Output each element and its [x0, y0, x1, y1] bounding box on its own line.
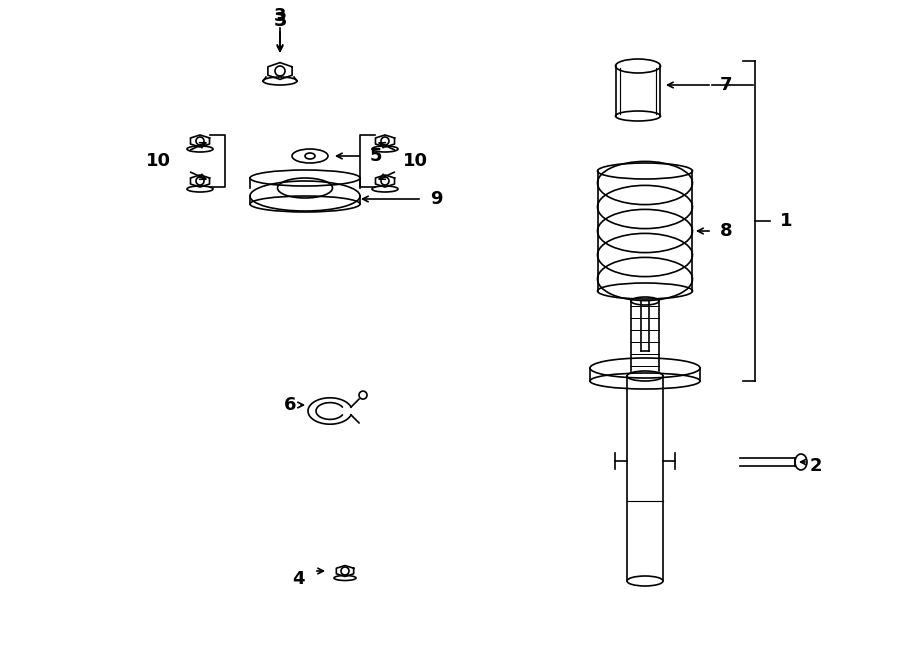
Text: 8: 8 [720, 222, 733, 240]
Text: 2: 2 [810, 457, 823, 475]
Text: 3: 3 [274, 7, 286, 25]
Text: 5: 5 [370, 147, 382, 165]
Text: 10: 10 [402, 152, 428, 170]
Text: 6: 6 [284, 396, 296, 414]
Text: 3: 3 [274, 11, 287, 30]
Text: 1: 1 [780, 212, 793, 230]
Text: 9: 9 [430, 190, 443, 208]
Text: 7: 7 [720, 76, 733, 94]
Text: 4: 4 [292, 570, 305, 588]
Text: 10: 10 [146, 152, 170, 170]
